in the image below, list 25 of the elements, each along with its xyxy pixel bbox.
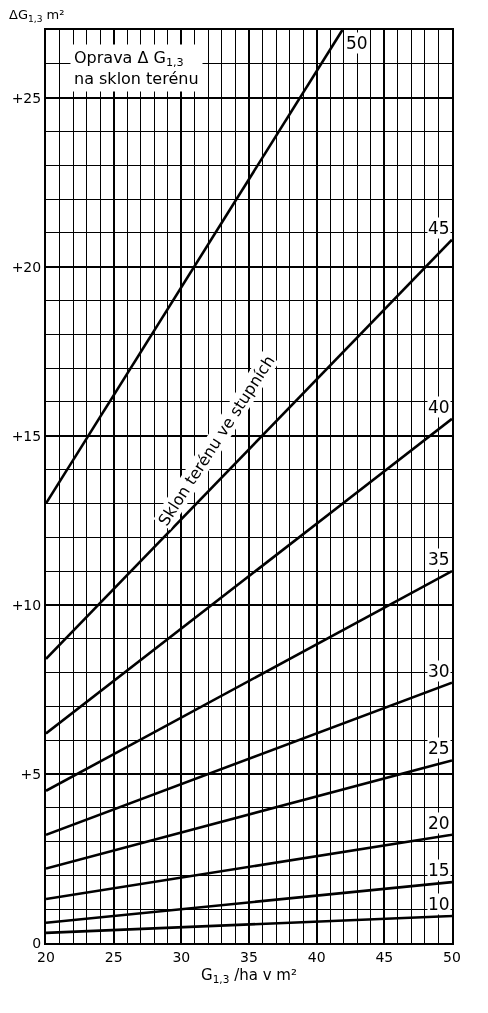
y-tick-label: 0 bbox=[32, 934, 42, 951]
series-label: 35 bbox=[428, 549, 450, 569]
y-tick-label: +20 bbox=[11, 258, 42, 275]
y-tick-label: +25 bbox=[11, 89, 42, 106]
x-tick-label: 35 bbox=[240, 948, 258, 965]
x-tick-label: 30 bbox=[172, 948, 191, 965]
y-tick-label: +10 bbox=[11, 596, 42, 613]
series-label: 30 bbox=[428, 661, 450, 681]
series-label: 15 bbox=[428, 860, 450, 880]
y-tick-label: +15 bbox=[11, 427, 42, 444]
x-tick-label: 40 bbox=[307, 948, 326, 965]
x-tick-label: 25 bbox=[104, 948, 123, 965]
y-tick-label: +5 bbox=[20, 765, 42, 782]
series-label: 50 bbox=[346, 33, 368, 53]
series-label: 45 bbox=[428, 218, 450, 238]
series-label: 10 bbox=[428, 894, 450, 914]
x-axis-title: G$_{1,3}$ /ha v m² bbox=[201, 966, 297, 986]
series-label: 40 bbox=[428, 397, 450, 417]
series-label: 25 bbox=[428, 738, 450, 758]
x-tick-label: 50 bbox=[443, 948, 461, 965]
series-label: 20 bbox=[428, 813, 450, 833]
y-axis-title: ΔG$_{1,3}$ m² bbox=[9, 7, 65, 24]
text: Oprava Δ G$_{1,3}$ na sklon terénu bbox=[74, 48, 199, 88]
x-tick-label: 45 bbox=[375, 948, 394, 965]
x-tick-label: 20 bbox=[37, 948, 55, 965]
